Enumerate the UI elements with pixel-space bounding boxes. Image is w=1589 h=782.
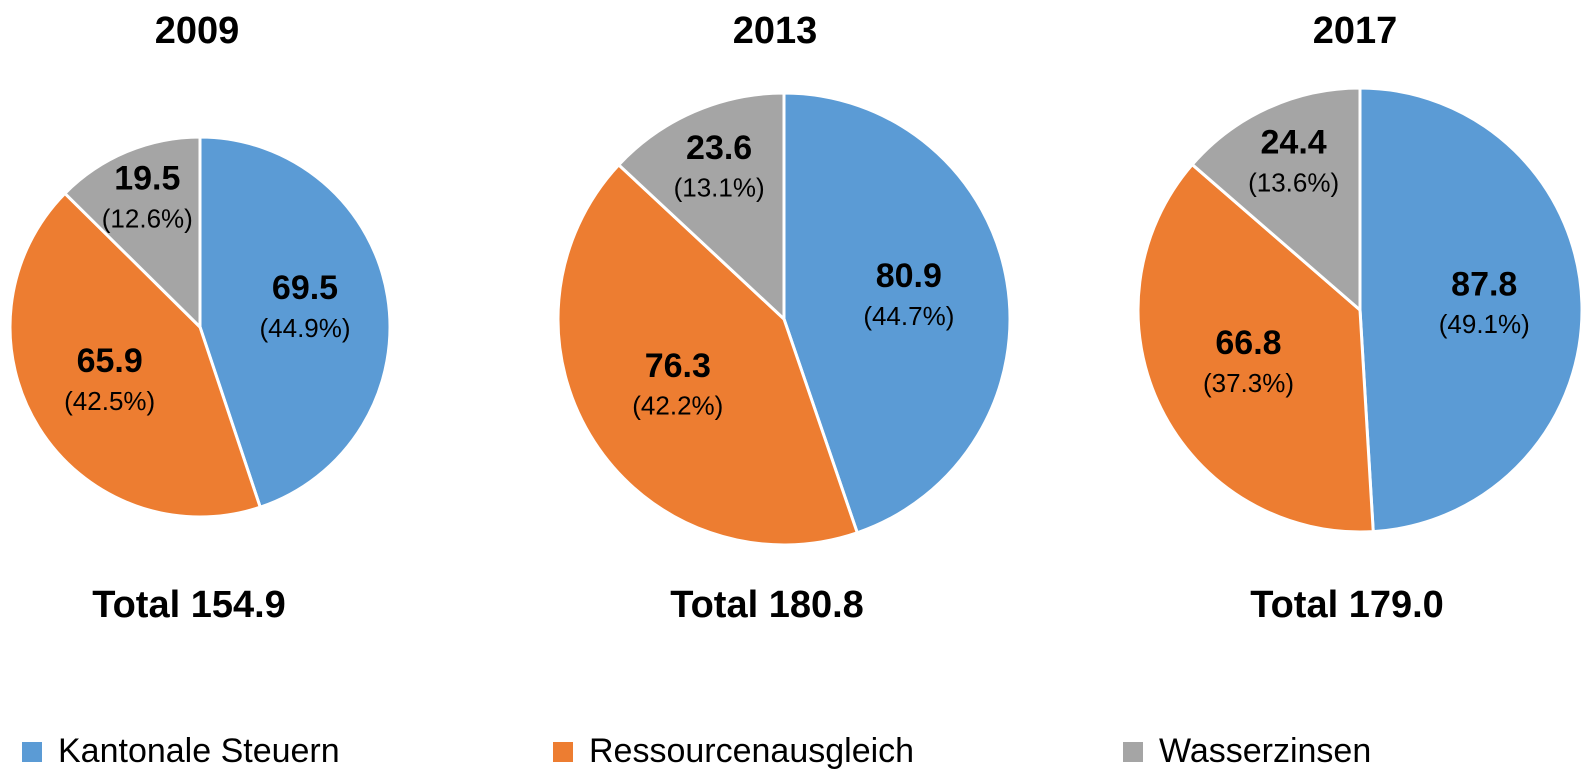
percent-label: (12.6%) bbox=[102, 204, 193, 234]
legend-label: Wasserzinsen bbox=[1159, 732, 1371, 770]
legend-label: Kantonale Steuern bbox=[58, 732, 340, 770]
percent-label: (44.9%) bbox=[259, 313, 350, 343]
value-label: 80.9 bbox=[876, 257, 942, 295]
value-label: 87.8 bbox=[1451, 265, 1517, 303]
pie-slice bbox=[62, 135, 202, 331]
percent-label: (13.1%) bbox=[674, 173, 765, 203]
value-label: 24.4 bbox=[1261, 124, 1327, 162]
legend-label: Ressourcenausgleich bbox=[589, 732, 914, 770]
percent-label: (44.7%) bbox=[863, 301, 954, 331]
pie-slice bbox=[556, 162, 860, 547]
percent-label: (37.3%) bbox=[1203, 368, 1294, 398]
value-label: 66.8 bbox=[1215, 324, 1281, 362]
chart-title: 2017 bbox=[1313, 10, 1398, 52]
pie-slice bbox=[1358, 86, 1584, 534]
total-label: Total 154.9 bbox=[92, 584, 286, 626]
chart-title: 2013 bbox=[733, 10, 818, 52]
pie-slice bbox=[782, 91, 1012, 535]
pie-slice bbox=[198, 135, 392, 510]
value-label: 76.3 bbox=[645, 347, 711, 385]
pie-slice bbox=[1190, 86, 1362, 314]
legend-swatch bbox=[22, 742, 42, 762]
percent-label: (13.6%) bbox=[1248, 167, 1339, 197]
legend-swatch bbox=[553, 742, 573, 762]
percent-label: (42.5%) bbox=[64, 386, 155, 416]
pie-slice bbox=[616, 91, 786, 323]
percent-label: (49.1%) bbox=[1439, 309, 1530, 339]
percent-label: (42.2%) bbox=[632, 391, 723, 421]
pie-slice bbox=[1136, 162, 1375, 534]
chart-title: 2009 bbox=[155, 10, 240, 52]
value-label: 19.5 bbox=[114, 160, 180, 198]
value-label: 23.6 bbox=[686, 129, 752, 167]
value-label: 69.5 bbox=[272, 269, 338, 307]
pie-slice bbox=[8, 191, 263, 519]
total-label: Total 179.0 bbox=[1250, 584, 1444, 626]
value-label: 65.9 bbox=[77, 342, 143, 380]
legend-swatch bbox=[1123, 742, 1143, 762]
total-label: Total 180.8 bbox=[670, 584, 864, 626]
